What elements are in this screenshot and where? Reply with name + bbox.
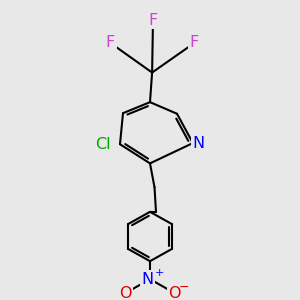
Text: O: O [119, 286, 132, 300]
Text: O: O [168, 286, 181, 300]
Text: −: − [179, 281, 190, 294]
Text: N: N [142, 272, 154, 287]
Text: F: F [148, 13, 158, 28]
Text: +: + [154, 268, 164, 278]
Text: F: F [190, 35, 199, 50]
Text: N: N [192, 136, 204, 151]
Text: F: F [106, 35, 115, 50]
Text: Cl: Cl [95, 137, 110, 152]
